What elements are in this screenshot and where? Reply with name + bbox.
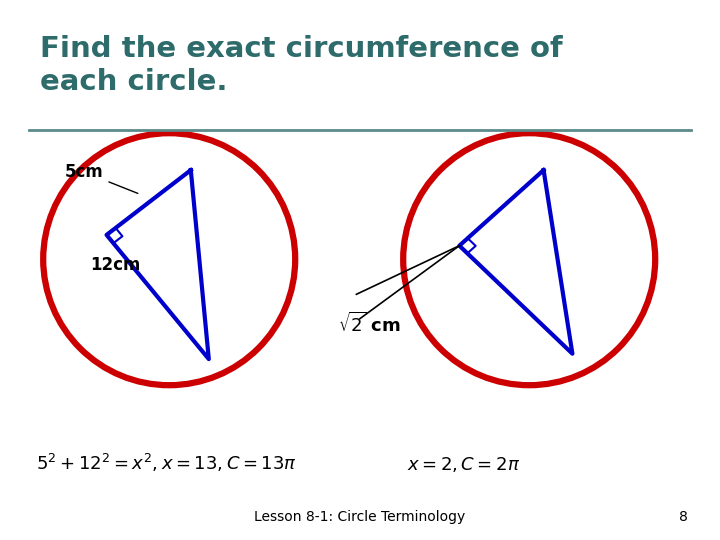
Text: 8: 8 — [679, 510, 688, 524]
Text: Find the exact circumference of: Find the exact circumference of — [40, 35, 562, 63]
Text: each circle.: each circle. — [40, 68, 227, 96]
Text: Lesson 8-1: Circle Terminology: Lesson 8-1: Circle Terminology — [254, 510, 466, 524]
Text: 5cm: 5cm — [65, 163, 138, 193]
Text: $\sqrt{2}$ cm: $\sqrt{2}$ cm — [338, 312, 401, 336]
Text: $x = 2, C = 2\pi$: $x = 2, C = 2\pi$ — [407, 455, 520, 474]
Text: 12cm: 12cm — [90, 256, 140, 274]
Text: $5^2 + 12^2 = x^2, x = 13, C = 13\pi$: $5^2 + 12^2 = x^2, x = 13, C = 13\pi$ — [36, 451, 297, 474]
